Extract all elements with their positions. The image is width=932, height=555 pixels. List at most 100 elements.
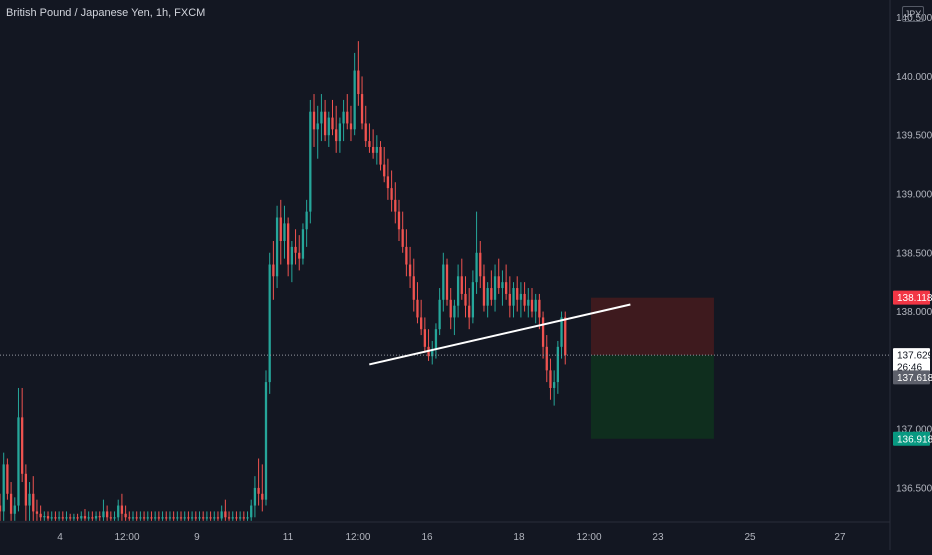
candle <box>353 52 356 136</box>
candle <box>408 246 412 289</box>
candle <box>357 41 360 106</box>
candle <box>61 511 64 521</box>
price-axis[interactable]: 140.500 140.000 139.500 139.000 138.500 138.0… <box>896 13 932 494</box>
candle <box>283 205 286 259</box>
candle <box>21 387 24 483</box>
candle <box>17 387 20 512</box>
candle <box>35 499 39 521</box>
time-tick-label: 12:00 <box>345 532 370 543</box>
candle <box>342 99 345 142</box>
candle <box>183 511 186 521</box>
candle <box>91 511 94 521</box>
candle <box>338 117 342 153</box>
price-tick-label: 140.500 <box>896 13 932 24</box>
price-tick-label: 138.000 <box>896 307 932 318</box>
candle <box>46 511 50 521</box>
candle <box>72 513 76 521</box>
candle <box>453 299 456 336</box>
candle <box>556 340 559 394</box>
candle <box>102 499 105 521</box>
candle <box>394 182 397 224</box>
candle <box>530 288 534 318</box>
candle <box>275 205 279 289</box>
candle <box>512 282 515 318</box>
candle <box>135 511 138 521</box>
time-tick-label: 18 <box>513 532 525 543</box>
price-tick-label: 140.000 <box>896 72 932 83</box>
trendline[interactable] <box>369 303 631 366</box>
candle <box>431 340 434 365</box>
candle <box>301 223 305 265</box>
candle <box>69 513 72 521</box>
candle <box>534 293 537 324</box>
last-price-tag: 137.629 <box>893 348 932 363</box>
candle <box>471 270 475 324</box>
candle <box>323 99 327 142</box>
candle <box>87 511 90 521</box>
time-tick-label: 25 <box>744 532 756 543</box>
candle <box>438 288 441 336</box>
candle <box>179 511 183 521</box>
currency-badge[interactable]: JPY <box>902 6 924 22</box>
candle <box>405 229 408 277</box>
time-axis[interactable]: 4 12:00 9 11 12:00 16 18 12:00 23 25 27 <box>57 532 846 543</box>
candle <box>464 276 467 318</box>
candle <box>202 511 205 521</box>
candle <box>390 170 393 212</box>
candle <box>379 141 382 171</box>
candle <box>397 199 401 242</box>
candle <box>128 511 131 521</box>
candle <box>298 235 301 271</box>
candle <box>368 123 371 153</box>
candle <box>553 370 556 406</box>
candle <box>449 288 452 330</box>
take-profit-zone[interactable] <box>590 355 714 439</box>
candle <box>545 335 548 383</box>
svg-text:137.618: 137.618 <box>897 373 932 384</box>
candle <box>28 482 31 521</box>
candle <box>131 511 135 521</box>
candle <box>261 464 264 512</box>
time-tick-label: 4 <box>57 532 63 543</box>
candle <box>434 323 438 359</box>
candle <box>13 497 16 521</box>
candle <box>113 511 116 521</box>
candle <box>213 511 216 521</box>
candle <box>124 505 127 521</box>
candle <box>416 282 419 324</box>
candle <box>490 270 493 306</box>
chart-title: British Pound / Japanese Yen, 1h, FXCM <box>6 7 206 19</box>
countdown-tag: 26:46 <box>893 359 930 374</box>
price-tick-label: 139.500 <box>896 131 932 142</box>
stop-price-tag: 138.118 <box>893 290 932 305</box>
candlestick-series <box>0 41 567 521</box>
candle <box>442 252 445 312</box>
candle <box>227 511 231 521</box>
time-tick-label: 16 <box>421 532 433 543</box>
candle <box>168 511 172 521</box>
svg-text:136.918: 136.918 <box>897 434 932 445</box>
candle <box>371 129 375 159</box>
candle <box>320 94 323 142</box>
candle <box>401 211 404 253</box>
candle <box>150 511 153 521</box>
candle <box>198 511 201 521</box>
candle <box>94 511 98 521</box>
stop-loss-zone[interactable] <box>590 297 714 356</box>
candle <box>335 105 338 153</box>
candle <box>57 511 61 521</box>
candle <box>117 499 120 521</box>
candle <box>287 217 290 277</box>
price-tick-label: 136.500 <box>896 483 932 494</box>
candle <box>508 276 511 318</box>
candle <box>246 511 249 521</box>
candle <box>238 511 242 521</box>
candle <box>146 511 149 521</box>
candle <box>460 258 463 300</box>
candle <box>83 509 87 521</box>
candle <box>6 458 9 500</box>
candle <box>161 511 164 521</box>
candle <box>316 105 319 159</box>
